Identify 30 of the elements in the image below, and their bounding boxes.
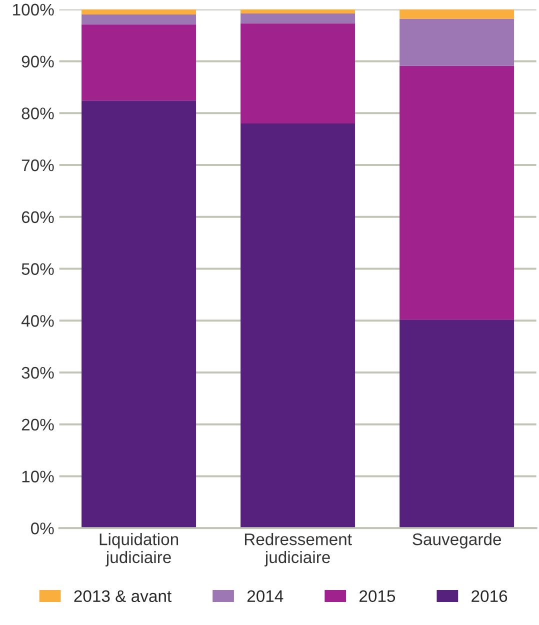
bar [82, 14, 196, 24]
y-tick-label: 0% [30, 522, 54, 534]
y-tick-label: 50% [22, 263, 54, 275]
bar [240, 23, 356, 124]
x-tick-label: Sauvegarde [412, 532, 502, 549]
bar [400, 9, 514, 19]
bar [400, 320, 514, 528]
y-tick-label: 70% [22, 159, 54, 172]
legend-label: 2014 [247, 590, 284, 602]
y-tick-label: 40% [21, 315, 54, 327]
y-tick-label: 20% [22, 418, 54, 431]
legend-label: 2016 [472, 590, 508, 602]
x-tick-label: Liquidation judiciaire [100, 532, 178, 566]
y-tick-label: 30% [22, 366, 54, 379]
bar [82, 24, 196, 101]
legend-label: 2015 [360, 590, 396, 602]
bar [240, 124, 356, 528]
y-tick-label: 80% [22, 108, 54, 120]
bar [82, 9, 196, 15]
y-tick-label: 90% [22, 56, 54, 68]
bar [240, 14, 356, 24]
y-tick-label: 10% [22, 470, 54, 482]
bar [400, 66, 514, 320]
bar [82, 100, 196, 528]
bar [400, 18, 514, 66]
legend-label: 2013 & avant [74, 590, 172, 602]
y-tick-label: 100% [13, 4, 54, 16]
bar [240, 9, 356, 14]
y-tick-label: 60% [22, 211, 54, 224]
x-tick-label: Redressement judiciaire [244, 532, 352, 566]
